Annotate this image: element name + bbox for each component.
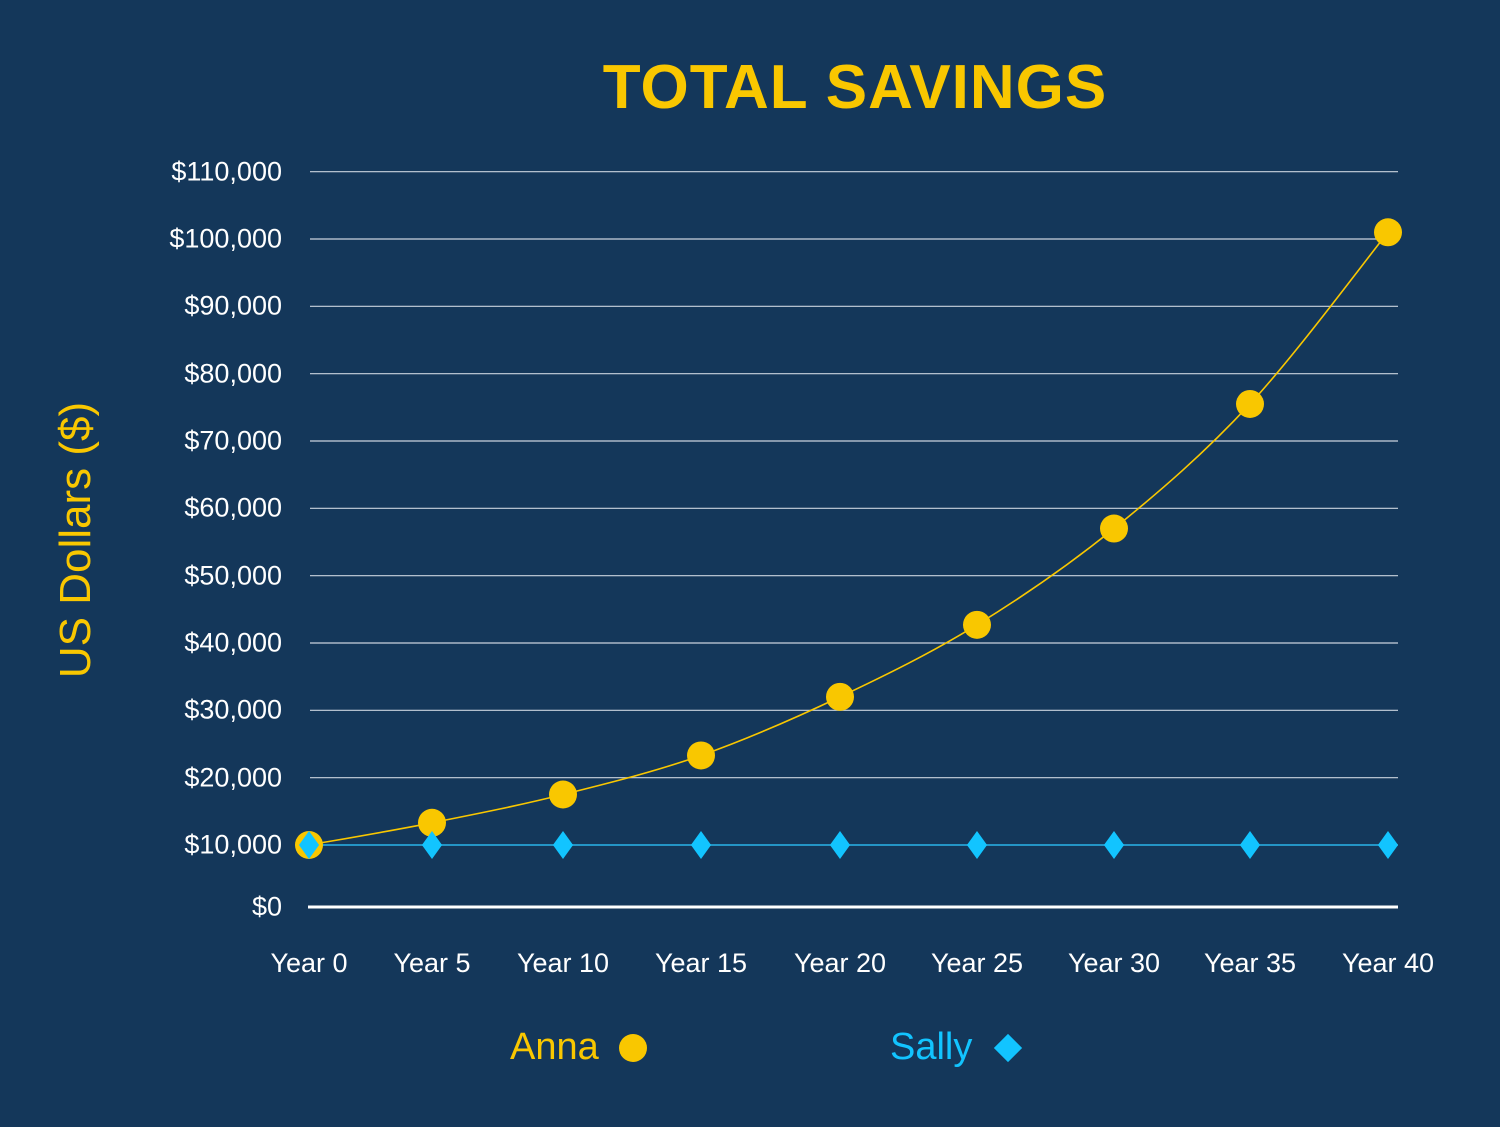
y-tick-label: $10,000 — [184, 829, 282, 860]
y-tick-label: $100,000 — [169, 223, 282, 254]
series-layer — [295, 218, 1402, 859]
y-tick-label: $70,000 — [184, 425, 282, 456]
y-tick-label: $60,000 — [184, 492, 282, 523]
x-tick-label: Year 15 — [654, 948, 748, 978]
x-tick-label: Year 10 — [516, 948, 610, 978]
anna-data-point — [687, 741, 715, 770]
y-tick-label: $30,000 — [184, 694, 282, 725]
anna-line — [308, 231, 1389, 846]
x-tick-label: Year 20 — [793, 948, 887, 978]
anna-data-point — [1236, 389, 1264, 418]
sally-data-point — [1239, 831, 1261, 859]
sally-data-point — [829, 831, 851, 859]
x-tick-label: Year 0 — [270, 948, 348, 978]
legend-item-sally: Sally — [890, 1026, 1023, 1069]
anna-data-point — [963, 610, 991, 639]
circle-marker-icon — [618, 1033, 647, 1062]
sally-data-point — [1103, 831, 1125, 859]
y-tick-label: $50,000 — [184, 560, 282, 591]
legend-item-anna: Anna — [510, 1026, 647, 1069]
gridlines — [310, 171, 1398, 846]
legend-label-anna: Anna — [510, 1026, 599, 1068]
y-tick-label: $90,000 — [184, 290, 282, 321]
x-tick-label: Year 35 — [1203, 948, 1297, 978]
sally-data-point — [690, 831, 712, 859]
sally-data-point — [421, 831, 443, 859]
x-tick-label: Year 40 — [1341, 948, 1435, 978]
anna-data-point — [1100, 514, 1128, 543]
sally-data-point — [298, 831, 320, 859]
chart-title: TOTAL SAVINGS — [602, 53, 1108, 122]
y-tick-label: $0 — [251, 891, 282, 922]
x-tick-label: Year 30 — [1067, 948, 1161, 978]
y-tick-label: $110,000 — [171, 156, 282, 187]
x-tick-label: Year 5 — [393, 948, 471, 978]
y-tick-label: $80,000 — [184, 358, 282, 389]
diamond-marker-icon — [994, 1033, 1023, 1062]
legend-label-sally: Sally — [890, 1026, 973, 1068]
sally-data-point — [966, 831, 988, 859]
anna-data-point — [826, 682, 854, 711]
anna-data-point — [1374, 218, 1402, 247]
anna-data-point — [549, 780, 577, 809]
x-tick-label: Year 25 — [930, 948, 1024, 978]
sally-data-point — [1377, 831, 1399, 859]
anna-data-point — [418, 808, 446, 837]
sally-data-point — [552, 831, 574, 859]
y-tick-label: $20,000 — [184, 762, 282, 793]
y-tick-label: $40,000 — [184, 627, 282, 658]
